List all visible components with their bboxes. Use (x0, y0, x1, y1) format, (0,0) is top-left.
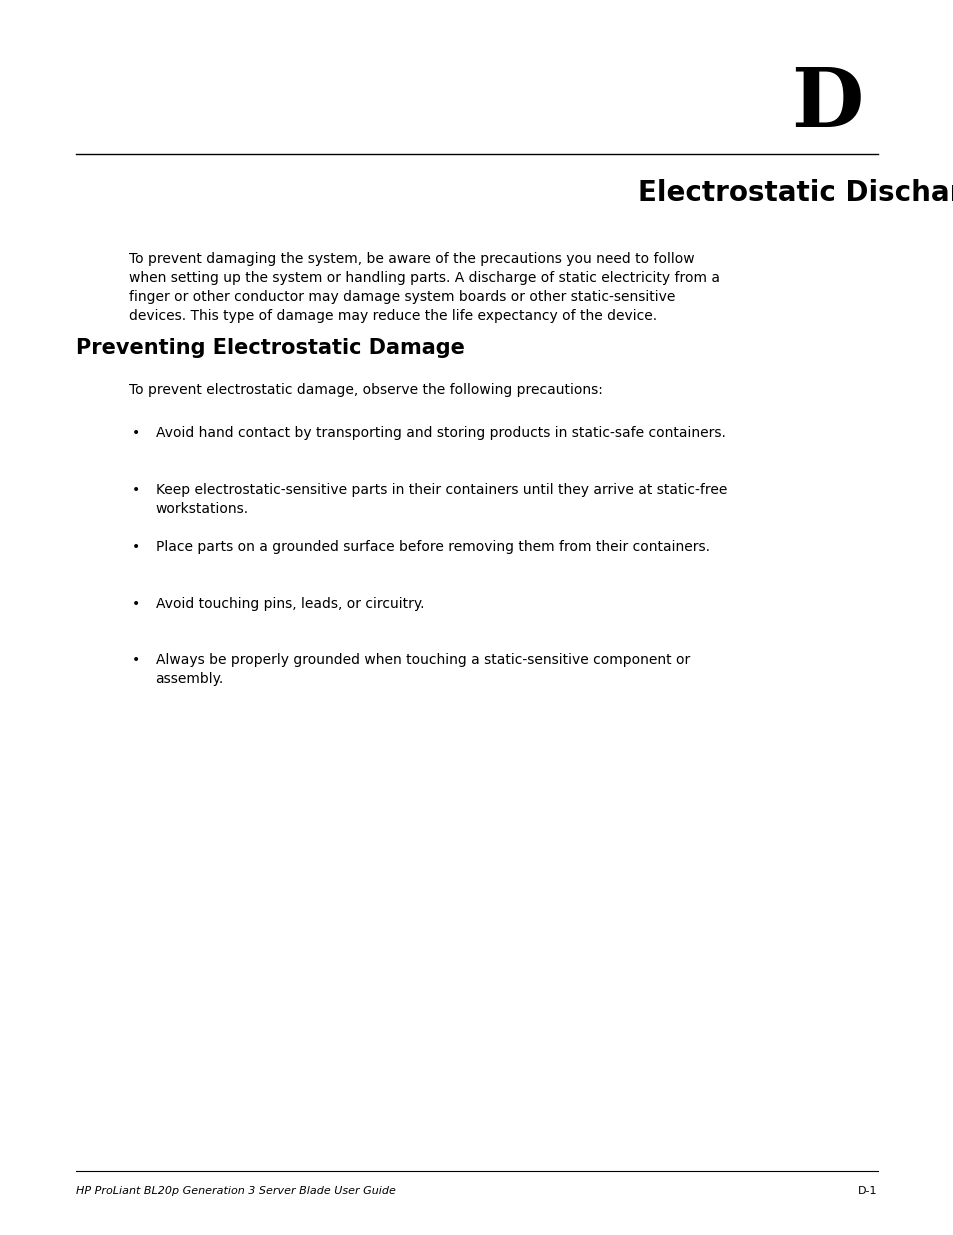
Text: To prevent damaging the system, be aware of the precautions you need to follow
w: To prevent damaging the system, be aware… (129, 252, 719, 322)
Text: D: D (790, 64, 862, 144)
Text: Avoid touching pins, leads, or circuitry.: Avoid touching pins, leads, or circuitry… (155, 597, 423, 610)
Text: •: • (132, 426, 140, 440)
Text: •: • (132, 653, 140, 667)
Text: To prevent electrostatic damage, observe the following precautions:: To prevent electrostatic damage, observe… (129, 383, 602, 396)
Text: Electrostatic Discharge: Electrostatic Discharge (638, 179, 953, 207)
Text: •: • (132, 597, 140, 610)
Text: Preventing Electrostatic Damage: Preventing Electrostatic Damage (76, 338, 465, 358)
Text: Avoid hand contact by transporting and storing products in static-safe container: Avoid hand contact by transporting and s… (155, 426, 724, 440)
Text: •: • (132, 483, 140, 496)
Text: HP ProLiant BL20p Generation 3 Server Blade User Guide: HP ProLiant BL20p Generation 3 Server Bl… (76, 1186, 395, 1195)
Text: Place parts on a grounded surface before removing them from their containers.: Place parts on a grounded surface before… (155, 540, 709, 553)
Text: Keep electrostatic-sensitive parts in their containers until they arrive at stat: Keep electrostatic-sensitive parts in th… (155, 483, 726, 516)
Text: D-1: D-1 (858, 1186, 877, 1195)
Text: •: • (132, 540, 140, 553)
Text: Always be properly grounded when touching a static-sensitive component or
assemb: Always be properly grounded when touchin… (155, 653, 689, 687)
